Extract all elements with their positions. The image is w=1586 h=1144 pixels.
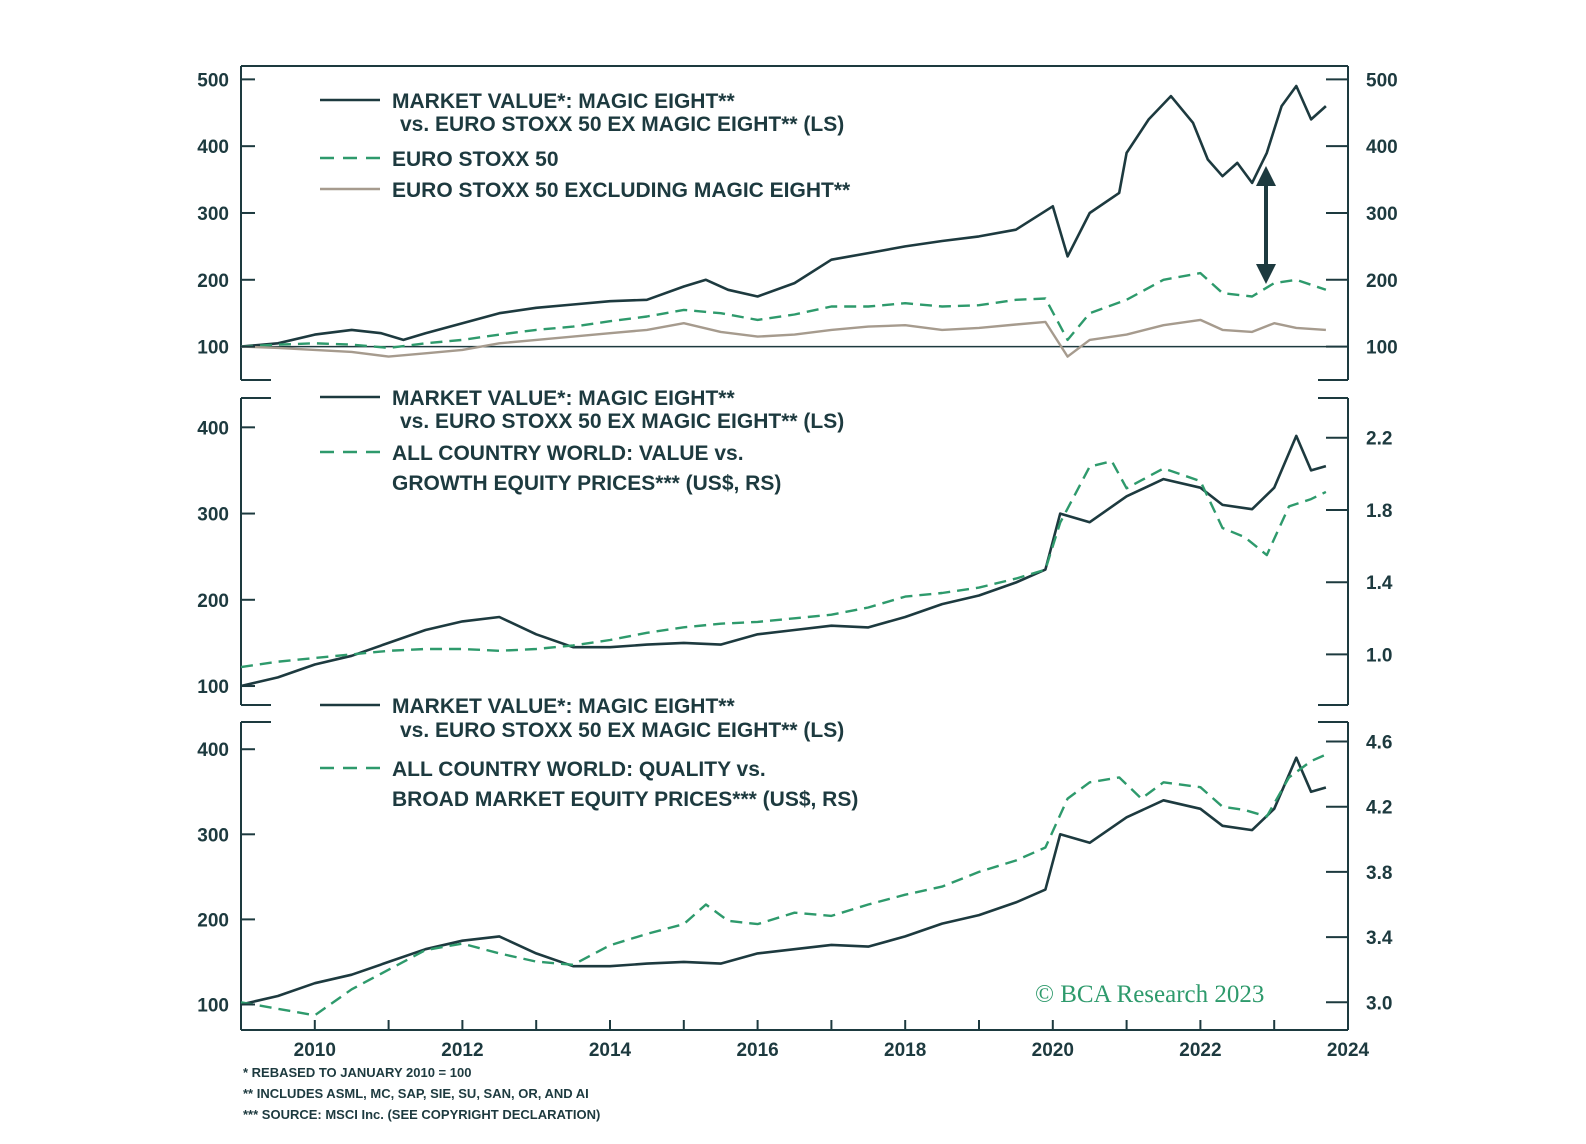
x-tick-label: 2012 [441,1040,483,1061]
x-tick-label: 2018 [884,1040,926,1061]
left-tick-label: 300 [197,505,229,526]
footnote: *** SOURCE: MSCI Inc. (SEE COPYRIGHT DEC… [243,1107,600,1122]
legend-label: MARKET VALUE*: MAGIC EIGHT** [392,387,735,410]
axis-ticks: 100 200 300 400 500 100 200 300 400 500 100 200 300 4… [197,70,1397,1061]
right-tick-label: 400 [1366,137,1398,158]
x-tick-label: 2022 [1179,1040,1221,1061]
left-tick-label: 200 [197,591,229,612]
legend-panel-2: MARKET VALUE*: MAGIC EIGHT** vs. EURO ST… [320,387,844,495]
legend-label: MARKET VALUE*: MAGIC EIGHT** [392,90,735,113]
right-tick-label: 4.6 [1366,733,1392,754]
left-tick-label: 100 [197,338,229,359]
legend-label: GROWTH EQUITY PRICES*** (US$, RS) [392,472,781,495]
right-tick-label: 1.4 [1366,573,1393,594]
legend-label: ALL COUNTRY WORLD: VALUE vs. [392,442,744,465]
legend-label: EURO STOXX 50 [392,148,559,171]
right-tick-label: 500 [1366,70,1398,91]
series-line-dark-panel-2 [240,434,1327,688]
series-line-dark-panel-1 [240,84,1327,348]
left-tick-label: 300 [197,825,229,846]
left-tick-label: 500 [197,70,229,91]
left-tick-label: 200 [197,910,229,931]
footnote: * REBASED TO JANUARY 2010 = 100 [243,1065,471,1080]
x-tick-label: 2010 [294,1040,336,1061]
left-tick-label: 200 [197,271,229,292]
left-tick-label: 300 [197,204,229,225]
series-line-green-panel-2 [240,460,1327,669]
legend-label: BROAD MARKET EQUITY PRICES*** (US$, RS) [392,788,858,811]
x-tick-label: 2014 [589,1040,632,1061]
series-line-taupe-panel-1 [240,318,1326,358]
legend-label: vs. EURO STOXX 50 EX MAGIC EIGHT** (LS) [400,719,844,742]
legend-label: vs. EURO STOXX 50 EX MAGIC EIGHT** (LS) [400,410,844,433]
series-line-dark-panel-3 [240,756,1327,1006]
panel-frames [240,65,1349,1031]
right-tick-label: 200 [1366,271,1398,292]
gap-arrow [1256,166,1276,284]
series-line-green-panel-3 [240,753,1327,1017]
right-tick-label: 100 [1366,338,1398,359]
right-tick-label: 3.4 [1366,928,1393,949]
right-tick-label: 3.0 [1366,993,1392,1014]
legend-panel-3: MARKET VALUE*: MAGIC EIGHT** vs. EURO ST… [320,695,858,811]
x-tick-label: 2016 [736,1040,778,1061]
legend-label: ALL COUNTRY WORLD: QUALITY vs. [392,758,766,781]
footnotes: * REBASED TO JANUARY 2010 = 100 ** INCLU… [243,1065,600,1122]
left-tick-label: 400 [197,137,229,158]
legend-panel-1: MARKET VALUE*: MAGIC EIGHT** vs. EURO ST… [320,90,851,202]
right-tick-label: 300 [1366,204,1398,225]
left-tick-label: 100 [197,995,229,1016]
right-tick-label: 4.2 [1366,798,1392,819]
right-tick-label: 3.8 [1366,863,1392,884]
bca-watermark: © BCA Research 2023 [1035,981,1264,1008]
x-tick-label: 2020 [1032,1040,1074,1061]
legend-label: MARKET VALUE*: MAGIC EIGHT** [392,695,735,718]
x-tick-label: 2024 [1327,1040,1370,1061]
right-tick-label: 1.8 [1366,501,1392,522]
plot-lines [240,84,1348,1017]
legend-label: vs. EURO STOXX 50 EX MAGIC EIGHT** (LS) [400,113,844,136]
left-tick-label: 100 [197,677,229,698]
left-tick-label: 400 [197,418,229,439]
series-line-green-panel-1 [240,271,1327,350]
footnote: ** INCLUDES ASML, MC, SAP, SIE, SU, SAN,… [243,1086,589,1101]
right-tick-label: 1.0 [1366,645,1392,666]
left-tick-label: 400 [197,740,229,761]
right-tick-label: 2.2 [1366,429,1392,450]
legend-label: EURO STOXX 50 EXCLUDING MAGIC EIGHT** [392,179,851,202]
